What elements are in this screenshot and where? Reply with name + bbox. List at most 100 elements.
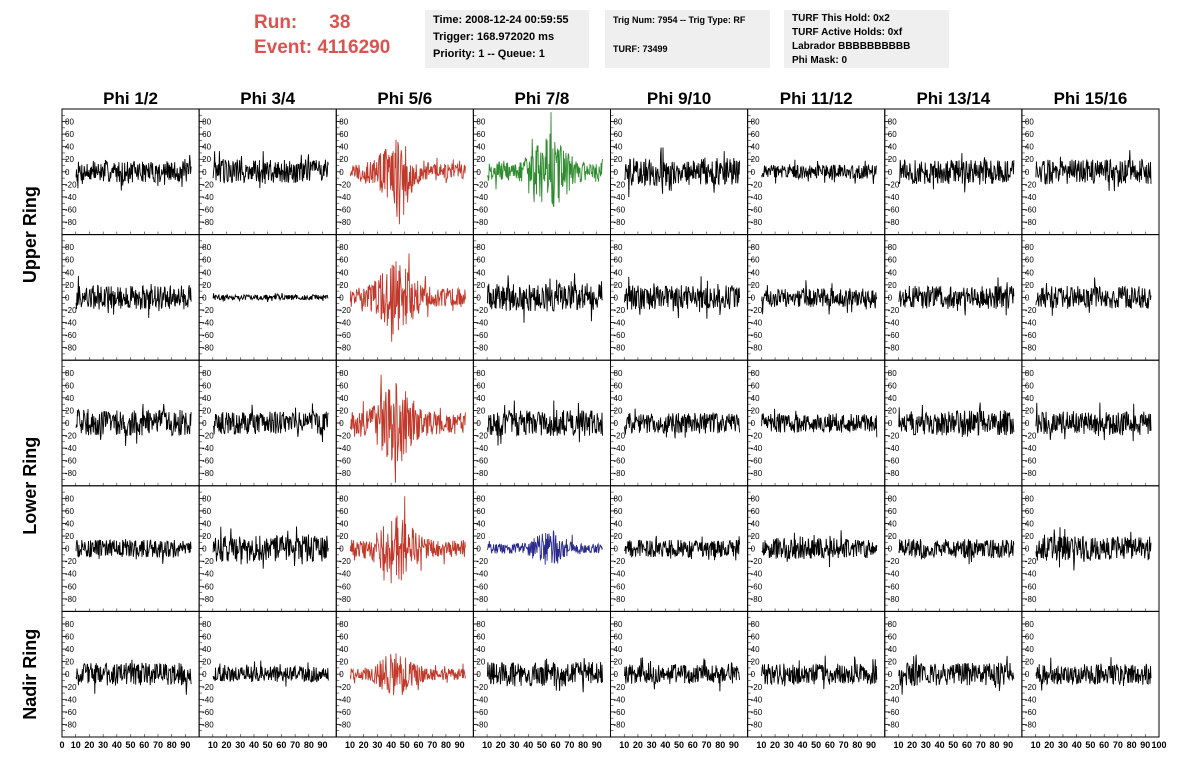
x-tick-label: 50 [126, 740, 136, 750]
y-tick-label: -40 [888, 695, 900, 704]
y-tick-label: 80 [614, 620, 623, 629]
x-tick-label: 20 [770, 740, 780, 750]
y-tick-label: 60 [476, 507, 485, 516]
y-tick-label: -60 [339, 457, 351, 466]
waveform-trace [624, 147, 741, 198]
x-tick-label: 90 [866, 740, 876, 750]
y-tick-label: -20 [888, 432, 900, 441]
y-tick-label: -20 [888, 683, 900, 692]
x-tick-label: 30 [372, 740, 382, 750]
x-tick-label: 40 [660, 740, 670, 750]
y-tick-label: 0 [614, 545, 619, 554]
y-tick-label: 0 [476, 670, 481, 679]
y-tick-label: -40 [888, 193, 900, 202]
x-tick-label: 70 [427, 740, 437, 750]
y-tick-label: 60 [888, 130, 897, 139]
y-tick-label: 40 [65, 645, 74, 654]
y-tick-label: -60 [476, 205, 488, 214]
y-tick-label: 60 [1025, 381, 1034, 390]
y-tick-label: -20 [888, 306, 900, 315]
y-tick-label: -20 [339, 306, 351, 315]
y-tick-label: -40 [476, 570, 488, 579]
y-tick-label: -80 [476, 218, 488, 227]
y-tick-label: -60 [1025, 331, 1037, 340]
x-tick-label: 60 [276, 740, 286, 750]
x-tick-label: 70 [1113, 740, 1123, 750]
y-tick-label: 20 [65, 532, 74, 541]
y-tick-label: 80 [65, 369, 74, 378]
time-text: Time: 2008-12-24 00:59:55 [433, 14, 569, 26]
waveform-trace [624, 408, 741, 439]
y-tick-label: 20 [1025, 155, 1034, 164]
y-tick-label: 80 [476, 369, 485, 378]
y-tick-label: -40 [751, 695, 763, 704]
y-tick-label: 0 [1025, 670, 1030, 679]
x-tick-label: 60 [1099, 740, 1109, 750]
y-tick-label: 60 [202, 507, 211, 516]
y-tick-label: 20 [476, 155, 485, 164]
x-tick-label: 60 [962, 740, 972, 750]
y-tick-label: 20 [202, 658, 211, 667]
y-tick-label: 40 [476, 519, 485, 528]
y-tick-label: 40 [614, 519, 623, 528]
y-tick-label: 60 [202, 130, 211, 139]
waveform-trace [898, 402, 1015, 438]
y-tick-label: -80 [65, 595, 77, 604]
turf-text: TURF: 73499 [613, 44, 668, 54]
y-tick-label: 0 [751, 168, 756, 177]
y-tick-label: 40 [751, 394, 760, 403]
y-tick-label: 60 [888, 507, 897, 516]
turf-info-box: TURF This Hold: 0x2 TURF Active Holds: 0… [784, 10, 949, 68]
x-tick-label: 20 [84, 740, 94, 750]
y-tick-label: -40 [614, 193, 626, 202]
y-tick-label: 80 [888, 243, 897, 252]
x-tick-label: 10 [619, 740, 629, 750]
y-tick-label: 0 [476, 293, 481, 302]
y-tick-label: -40 [65, 193, 77, 202]
y-tick-label: 0 [614, 168, 619, 177]
x-tick-label: 20 [359, 740, 369, 750]
waveform-trace [349, 253, 466, 342]
y-tick-label: -80 [65, 720, 77, 729]
waveform-trace [761, 408, 878, 438]
waveform-trace [898, 538, 1015, 565]
x-tick-label: 40 [249, 740, 259, 750]
x-tick-label: 60 [139, 740, 149, 750]
y-tick-label: -40 [614, 570, 626, 579]
y-tick-label: 0 [339, 545, 344, 554]
y-tick-label: 40 [339, 645, 348, 654]
y-tick-label: 0 [888, 293, 893, 302]
y-tick-label: -40 [339, 695, 351, 704]
y-tick-label: 60 [1025, 256, 1034, 265]
y-tick-label: -60 [888, 457, 900, 466]
y-tick-label: -40 [614, 695, 626, 704]
y-tick-label: 60 [339, 256, 348, 265]
y-tick-label: -40 [614, 319, 626, 328]
y-tick-label: -80 [476, 595, 488, 604]
y-tick-label: -80 [202, 344, 214, 353]
y-tick-label: -20 [751, 683, 763, 692]
waveform-trace [1035, 527, 1152, 571]
y-tick-label: 80 [1025, 620, 1034, 629]
y-tick-label: -20 [751, 557, 763, 566]
x-tick-label: 30 [510, 740, 520, 750]
y-tick-label: -80 [339, 218, 351, 227]
y-tick-label: 0 [202, 168, 207, 177]
x-tick-label: 60 [825, 740, 835, 750]
waveform-trace [761, 159, 878, 185]
y-tick-label: 40 [751, 645, 760, 654]
y-tick-label: -20 [888, 180, 900, 189]
y-tick-label: 0 [339, 670, 344, 679]
y-tick-label: 0 [751, 293, 756, 302]
x-tick-label: 30 [784, 740, 794, 750]
x-tick-label: 30 [235, 740, 245, 750]
y-tick-label: 80 [65, 494, 74, 503]
y-tick-label: -60 [339, 205, 351, 214]
y-tick-label: 20 [1025, 281, 1034, 290]
x-tick-label: 20 [907, 740, 917, 750]
y-tick-label: 0 [888, 670, 893, 679]
y-tick-label: 20 [751, 658, 760, 667]
y-tick-label: 40 [888, 645, 897, 654]
y-tick-label: -80 [339, 469, 351, 478]
y-tick-label: -20 [476, 557, 488, 566]
